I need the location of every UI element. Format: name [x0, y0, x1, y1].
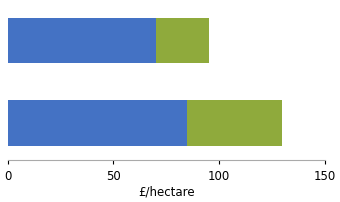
Bar — [156, 19, 208, 64]
Bar — [8, 19, 156, 64]
X-axis label: £/hectare: £/hectare — [138, 185, 194, 198]
Bar — [187, 101, 283, 146]
Bar — [8, 101, 187, 146]
